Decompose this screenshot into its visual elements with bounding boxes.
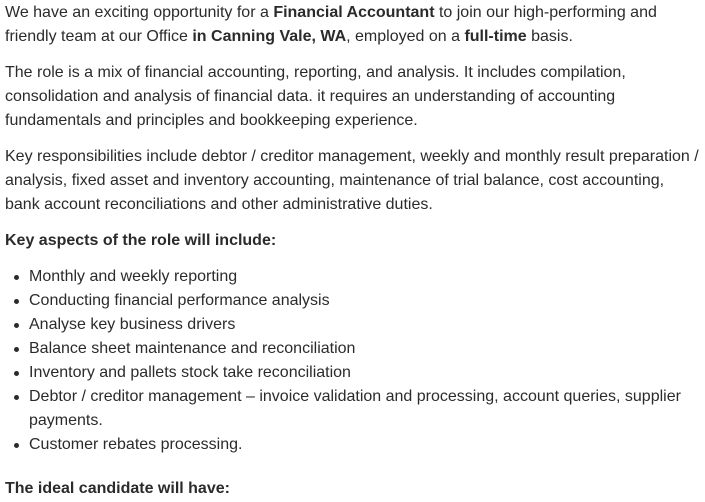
role-paragraph: The role is a mix of financial accountin… xyxy=(5,64,626,129)
list-item: Monthly and weekly reporting xyxy=(14,265,700,289)
intro-text-3: , employed on a xyxy=(346,28,465,45)
list-item: Inventory and pallets stock take reconci… xyxy=(14,361,700,385)
list-item: Debtor / creditor management – invoice v… xyxy=(14,385,700,433)
intro-text-2: to join our high-performing and friendly… xyxy=(5,4,657,45)
job-location: in Canning Vale, WA xyxy=(192,28,347,45)
responsibilities-paragraph: Key responsibilities include debtor / cr… xyxy=(5,148,699,213)
intro-text-1: We have an exciting opportunity for a xyxy=(5,4,274,21)
aspects-list: Monthly and weekly reporting Conducting … xyxy=(5,265,700,457)
candidate-heading: The ideal candidate will have: xyxy=(5,480,230,497)
list-item: Customer rebates processing. xyxy=(14,433,700,457)
list-item: Balance sheet maintenance and reconcilia… xyxy=(14,337,700,361)
intro-paragraph: We have an exciting opportunity for a Fi… xyxy=(5,1,700,49)
list-item: Analyse key business drivers xyxy=(14,313,700,337)
job-title: Financial Accountant xyxy=(273,4,435,21)
aspects-heading: Key aspects of the role will include: xyxy=(5,232,277,249)
intro-text-4: basis. xyxy=(526,28,573,45)
list-item: Conducting financial performance analysi… xyxy=(14,289,700,313)
employment-type: full-time xyxy=(464,28,527,45)
